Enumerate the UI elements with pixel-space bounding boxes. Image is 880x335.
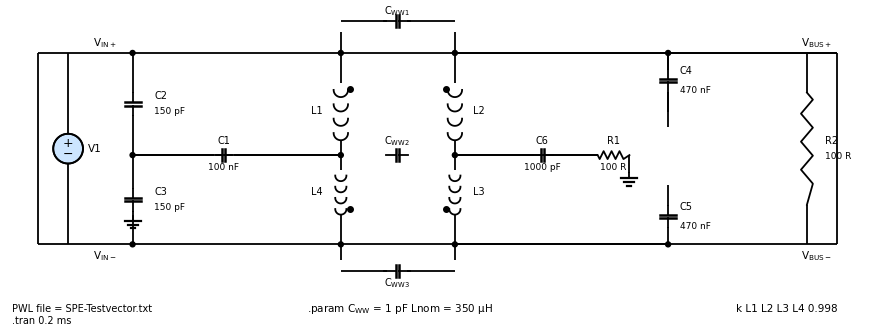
Text: .param C$_{\mathregular{WW}}$ = 1 pF Lnom = 350 $\mathregular{\mu}$H: .param C$_{\mathregular{WW}}$ = 1 pF Lno… [307, 302, 494, 316]
Text: C6: C6 [536, 136, 548, 146]
Text: 470 nF: 470 nF [680, 86, 711, 95]
Circle shape [665, 242, 671, 247]
Text: C$_{\mathregular{WW3}}$: C$_{\mathregular{WW3}}$ [385, 276, 410, 290]
Text: 1000 pF: 1000 pF [524, 163, 561, 173]
Text: C2: C2 [154, 91, 167, 101]
Circle shape [130, 153, 135, 157]
Text: V$_{\mathregular{IN+}}$: V$_{\mathregular{IN+}}$ [93, 36, 116, 50]
Text: L3: L3 [473, 187, 484, 197]
Text: 100 nF: 100 nF [209, 163, 239, 173]
Circle shape [452, 153, 458, 157]
Text: R2: R2 [825, 136, 838, 146]
Text: C3: C3 [154, 187, 167, 197]
Text: C4: C4 [680, 66, 693, 76]
Text: C5: C5 [680, 202, 693, 212]
Text: V1: V1 [88, 144, 102, 154]
Circle shape [665, 51, 671, 55]
Text: L1: L1 [312, 107, 323, 117]
Text: 100 R: 100 R [600, 163, 627, 173]
Text: C$_{\mathregular{WW2}}$: C$_{\mathregular{WW2}}$ [385, 134, 410, 148]
Text: V$_{\mathregular{BUS+}}$: V$_{\mathregular{BUS+}}$ [801, 36, 832, 50]
Text: 470 nF: 470 nF [680, 222, 711, 231]
Text: V$_{\mathregular{IN-}}$: V$_{\mathregular{IN-}}$ [93, 249, 116, 263]
Text: C1: C1 [217, 136, 231, 146]
Text: +: + [62, 137, 73, 150]
Text: V$_{\mathregular{BUS-}}$: V$_{\mathregular{BUS-}}$ [801, 249, 832, 263]
Circle shape [53, 134, 83, 163]
Text: L2: L2 [473, 107, 485, 117]
Text: 150 pF: 150 pF [154, 108, 186, 117]
Text: R1: R1 [607, 136, 620, 146]
Text: PWL file = SPE-Testvector.txt: PWL file = SPE-Testvector.txt [11, 304, 151, 314]
Circle shape [452, 51, 458, 55]
Circle shape [130, 51, 135, 55]
Text: 100 R: 100 R [825, 152, 851, 161]
Text: .tran 0.2 ms: .tran 0.2 ms [11, 316, 71, 326]
Circle shape [338, 242, 343, 247]
Text: −: − [62, 148, 73, 161]
Text: L4: L4 [312, 187, 323, 197]
Text: C$_{\mathregular{WW1}}$: C$_{\mathregular{WW1}}$ [385, 4, 410, 18]
Circle shape [130, 242, 135, 247]
Circle shape [452, 242, 458, 247]
Text: 150 pF: 150 pF [154, 203, 186, 212]
Text: k L1 L2 L3 L4 0.998: k L1 L2 L3 L4 0.998 [737, 304, 838, 314]
Circle shape [338, 51, 343, 55]
Circle shape [338, 153, 343, 157]
